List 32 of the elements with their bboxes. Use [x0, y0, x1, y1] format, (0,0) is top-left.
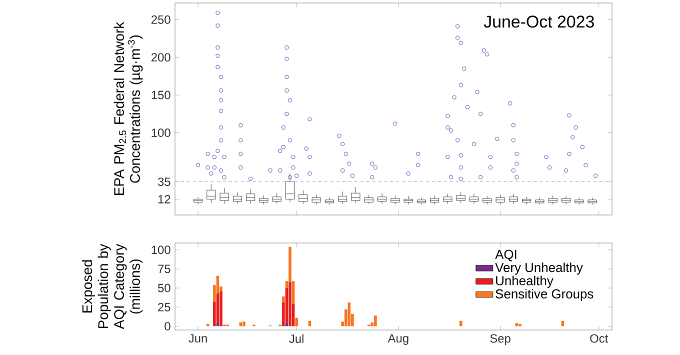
bar: [288, 282, 292, 326]
legend-label: Unhealthy: [496, 276, 554, 288]
bar: [459, 320, 462, 326]
bar: [518, 324, 522, 326]
y-tick-label: 100: [152, 128, 170, 137]
x-tick-label: Sep: [490, 334, 510, 346]
x-tick-label: Jun: [188, 334, 207, 343]
y-axis-title: Exposed Population by AQI Category (millions): [82, 244, 143, 330]
legend-title: AQI: [495, 250, 516, 262]
bar: [242, 322, 246, 326]
annotation: June-Oct 2023: [484, 16, 594, 28]
legend-label: Very Unhealthy: [495, 262, 583, 275]
y-tick-label: 25: [158, 302, 170, 312]
bar: [295, 318, 298, 326]
y-tick-label: 0: [164, 322, 170, 330]
y-tick-label: 200: [151, 53, 170, 62]
y-tick-label: 75: [158, 264, 170, 274]
x-tick-label: Jul: [289, 334, 304, 343]
y-tick-label: 35: [158, 178, 170, 186]
y-tick-label: 150: [152, 90, 170, 100]
bar: [374, 316, 377, 326]
y-tick-label: 50: [158, 284, 170, 292]
legend-label: Sensitive Groups: [496, 288, 594, 302]
y-tick-label: 12: [158, 194, 170, 204]
bar: [220, 291, 222, 326]
bar: [206, 324, 210, 326]
bar: [282, 296, 285, 303]
x-tick-label: Aug: [388, 334, 408, 345]
x-tick-label: Oct: [590, 334, 608, 343]
y-tick-label: 250: [151, 15, 170, 24]
y-tick-label: 100: [152, 246, 170, 254]
bar: [348, 302, 351, 326]
